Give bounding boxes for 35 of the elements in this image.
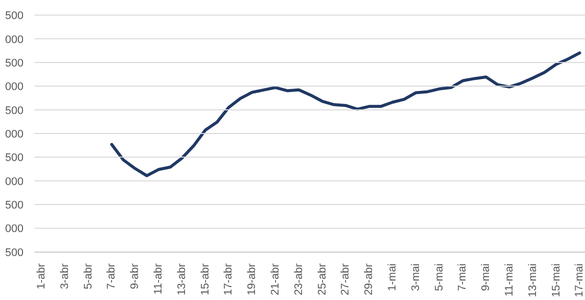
x-tick-label: 1-abr bbox=[36, 263, 48, 290]
x-tick-label: 19-abr bbox=[246, 263, 258, 296]
text: 500 bbox=[5, 200, 24, 212]
text: 500 bbox=[5, 57, 24, 70]
x-tick-label: 3-mai bbox=[410, 263, 422, 292]
x-tick-label: 13-abr bbox=[176, 263, 188, 296]
x-tick-label: 15-mai bbox=[550, 264, 562, 298]
text: 000 bbox=[5, 223, 24, 236]
text: 000 bbox=[5, 128, 24, 140]
x-tick-label: 29-abr bbox=[363, 263, 376, 296]
x-tick-label: 23-abr bbox=[292, 263, 305, 296]
x-tick-label: 5-mai bbox=[433, 263, 446, 292]
x-tick-label: 17-mai bbox=[574, 264, 585, 298]
x-tick-label: 17-abr bbox=[222, 263, 235, 296]
x-tick-label: 3-abr bbox=[58, 263, 71, 290]
text: 000 bbox=[5, 81, 24, 94]
text: 000 bbox=[5, 176, 24, 188]
text: 500 bbox=[5, 104, 24, 117]
x-tick-label: 11-abr bbox=[152, 263, 165, 294]
text: 500 bbox=[5, 246, 24, 259]
x-tick-label: 7-mai bbox=[456, 263, 469, 292]
x-tick-label: 9-abr bbox=[129, 263, 142, 290]
x-tick-label: 7-abr bbox=[106, 263, 118, 290]
x-tick-label: 27-abr bbox=[340, 263, 352, 296]
x-tick-label: 13-mai bbox=[526, 264, 539, 298]
x-tick-label: 5-abr bbox=[82, 263, 94, 290]
text: 500 bbox=[5, 152, 24, 164]
text: 000 bbox=[5, 34, 24, 46]
x-tick-label: 15-abr bbox=[199, 263, 212, 296]
x-tick-label: 21-abr bbox=[269, 263, 282, 296]
x-tick-label: 9-mai bbox=[480, 263, 492, 292]
text: 500 bbox=[5, 10, 24, 22]
x-tick-label: 11-mai bbox=[503, 263, 516, 296]
x-tick-label: 25-abr bbox=[316, 263, 328, 296]
x-tick-label: 1-mai bbox=[386, 263, 398, 292]
